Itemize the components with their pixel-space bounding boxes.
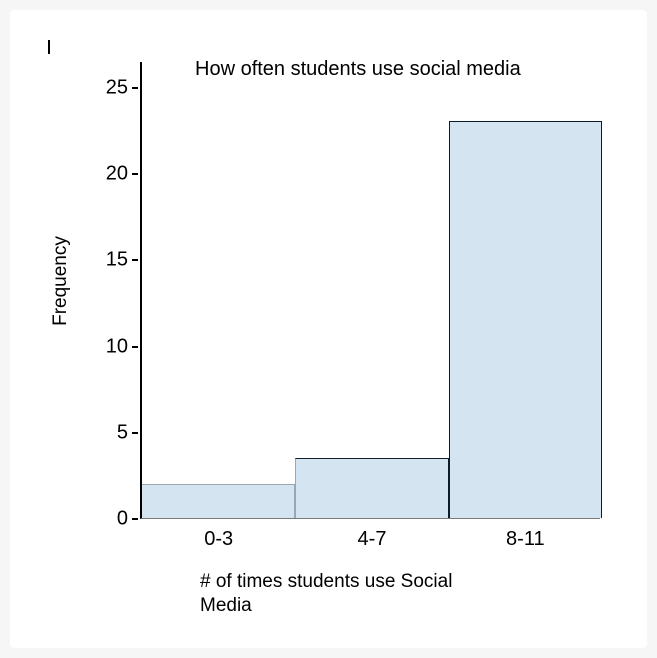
y-tick-label: 20 [106, 163, 128, 186]
y-tick-label: 5 [117, 421, 128, 444]
x-axis-label: # of times students use Social Media [200, 570, 490, 618]
y-tick [132, 87, 138, 89]
y-tick [132, 432, 138, 434]
y-tick-label: 15 [106, 249, 128, 272]
x-tick-label: 8-11 [506, 528, 545, 551]
histogram-bar [449, 121, 602, 518]
y-tick [132, 346, 138, 348]
chart-plot-area: 05101520250-34-78-11 [140, 62, 600, 519]
x-tick-label: 0-3 [204, 528, 233, 551]
y-tick-label: 25 [106, 76, 128, 99]
x-tick-label: 4-7 [358, 528, 387, 551]
histogram-bar [295, 458, 448, 518]
y-axis-label: Frequency [50, 236, 72, 326]
chart-card: How often students use social media Freq… [10, 10, 647, 648]
y-tick [132, 518, 138, 520]
y-tick-label: 10 [106, 335, 128, 358]
text-cursor-mark [48, 40, 50, 54]
y-tick-label: 0 [117, 508, 128, 531]
y-tick [132, 259, 138, 261]
y-tick [132, 173, 138, 175]
histogram-bar [142, 484, 295, 518]
